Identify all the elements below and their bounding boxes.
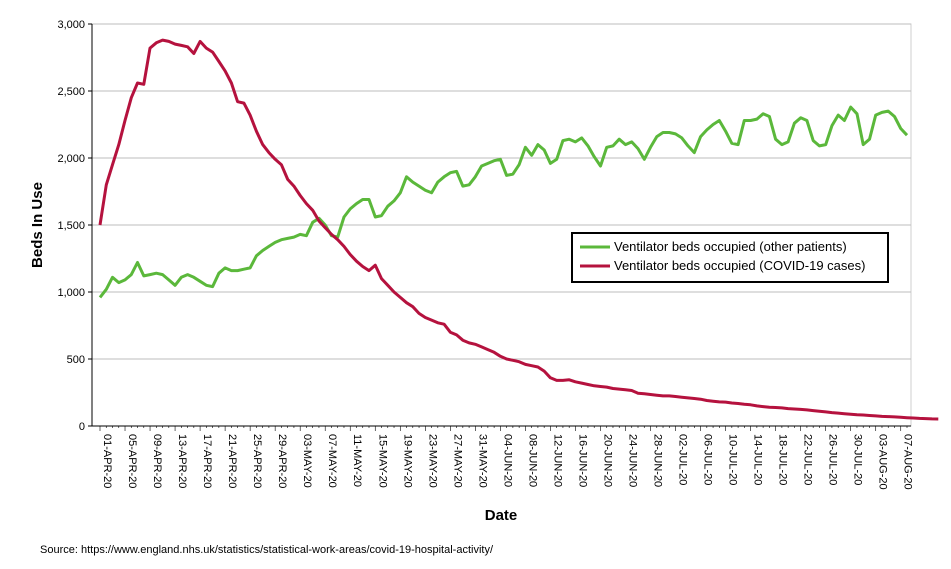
y-tick-label: 0 bbox=[79, 421, 85, 433]
y-tick-label: 1,000 bbox=[57, 287, 85, 299]
x-tick-label: 25-APR-20 bbox=[251, 434, 263, 488]
x-tick-label: 17-APR-20 bbox=[201, 434, 213, 488]
x-tick-label: 14-JUL-20 bbox=[752, 434, 764, 485]
x-tick-label: 30-JUL-20 bbox=[852, 434, 864, 485]
x-tick-label: 06-JUL-20 bbox=[702, 434, 714, 485]
x-tick-label: 31-MAY-20 bbox=[476, 434, 488, 488]
x-tick-label: 26-JUL-20 bbox=[827, 434, 839, 485]
x-tick-label: 24-JUN-20 bbox=[626, 434, 638, 487]
x-tick-label: 15-MAY-20 bbox=[376, 434, 388, 488]
x-tick-label: 05-APR-20 bbox=[126, 434, 138, 488]
x-tick-label: 18-JUL-20 bbox=[777, 434, 789, 485]
y-axis-title: Beds In Use bbox=[29, 182, 46, 268]
series-line-other-patients bbox=[98, 105, 909, 299]
legend-label-other: Ventilator beds occupied (other patients… bbox=[614, 239, 847, 254]
x-tick-label: 29-APR-20 bbox=[276, 434, 288, 488]
x-tick-label: 27-MAY-20 bbox=[451, 434, 463, 488]
x-tick-label: 28-JUN-20 bbox=[652, 434, 664, 487]
x-tick-label: 10-JUL-20 bbox=[727, 434, 739, 485]
x-tick-label: 16-JUN-20 bbox=[576, 434, 588, 487]
y-tick-label: 2,500 bbox=[57, 86, 85, 98]
x-tick-label: 04-JUN-20 bbox=[501, 434, 513, 487]
x-tick-label: 03-MAY-20 bbox=[301, 434, 313, 488]
x-tick-label: 21-APR-20 bbox=[226, 434, 238, 488]
y-tick-label: 500 bbox=[67, 354, 85, 366]
x-tick-label: 19-MAY-20 bbox=[401, 434, 413, 488]
x-tick-label: 08-JUN-20 bbox=[526, 434, 538, 487]
legend: Ventilator beds occupied (other patients… bbox=[571, 232, 889, 283]
x-tick-label: 01-APR-20 bbox=[101, 434, 113, 488]
x-tick-label: 23-MAY-20 bbox=[426, 434, 438, 488]
x-tick-label: 20-JUN-20 bbox=[601, 434, 613, 487]
series-line-covid-cases bbox=[98, 38, 939, 421]
x-tick-label: 03-AUG-20 bbox=[877, 434, 889, 490]
x-tick-label: 07-MAY-20 bbox=[326, 434, 338, 488]
x-axis-title: Date bbox=[485, 507, 518, 524]
gridlines bbox=[92, 23, 911, 360]
x-tick-label: 11-MAY-20 bbox=[351, 434, 363, 487]
y-tick-label: 2,000 bbox=[57, 153, 85, 165]
x-tick-label: 02-JUL-20 bbox=[677, 434, 689, 485]
series-lines bbox=[98, 38, 939, 421]
y-tick-label: 1,500 bbox=[57, 220, 85, 232]
x-tick-label: 13-APR-20 bbox=[176, 434, 188, 488]
x-tick-label: 22-JUL-20 bbox=[802, 434, 814, 485]
x-axis: 01-APR-20 05-APR-20 09-APR-20 13-APR-20 17-A… bbox=[99, 426, 914, 490]
legend-label-covid: Ventilator beds occupied (COVID-19 cases… bbox=[614, 258, 865, 273]
y-tick-label: 3,000 bbox=[57, 19, 85, 31]
x-tick-label: 12-JUN-20 bbox=[551, 434, 563, 487]
legend-box bbox=[571, 232, 889, 283]
x-tick-label: 07-AUG-20 bbox=[902, 434, 914, 490]
y-axis: 0 500 1,000 1,500 2,000 2,500 3,000 bbox=[57, 19, 92, 433]
x-tick-label: 09-APR-20 bbox=[151, 434, 163, 488]
source-note: Source: https://www.england.nhs.uk/stati… bbox=[40, 544, 494, 556]
